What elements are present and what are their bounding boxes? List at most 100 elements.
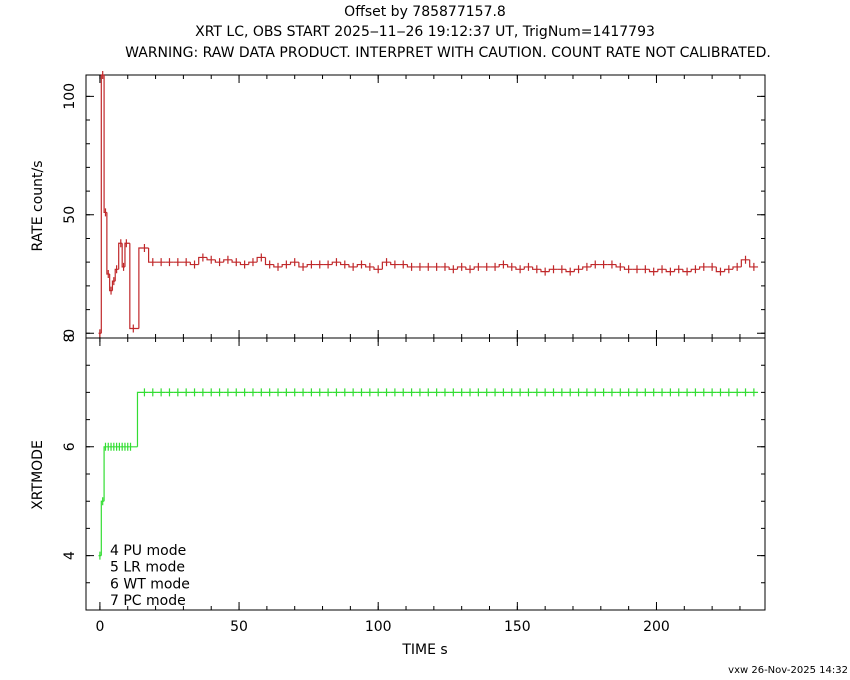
data-point: [691, 388, 700, 397]
data-point: [323, 388, 333, 397]
data-point: [449, 388, 458, 397]
data-point: [490, 262, 500, 271]
data-point: [365, 262, 375, 271]
data-point: [112, 442, 116, 451]
data-point: [399, 260, 408, 269]
data-point: [440, 262, 450, 271]
y-tick-label: 4: [62, 551, 78, 560]
data-point: [615, 262, 625, 271]
data-point: [506, 262, 516, 271]
data-point: [281, 260, 291, 269]
y-tick-label: 0: [62, 329, 78, 338]
data-point: [724, 265, 733, 274]
data-point: [323, 260, 333, 269]
legend-entry: 7 PC mode: [110, 593, 186, 609]
data-point: [641, 265, 650, 274]
data-point: [348, 388, 358, 397]
data-point: [465, 265, 475, 274]
data-point: [515, 265, 525, 274]
data-point: [749, 259, 759, 271]
data-point: [148, 388, 157, 397]
data-point: [582, 262, 592, 271]
data-point: [207, 388, 216, 397]
chart-subtitle: XRT LC, OBS START 2025‒11‒26 19:12:37 UT…: [195, 24, 655, 40]
data-point: [248, 258, 258, 267]
data-point: [156, 388, 166, 397]
data-point: [499, 388, 508, 397]
data-point: [124, 239, 130, 267]
data-point: [390, 388, 400, 397]
plot-frame: [85, 337, 766, 611]
data-point: [732, 262, 742, 271]
data-point: [273, 388, 283, 397]
data-point: [111, 277, 116, 291]
data-point: [591, 388, 600, 397]
legend-entry: 6 WT mode: [110, 576, 190, 592]
data-point: [682, 267, 692, 276]
data-point: [190, 388, 199, 397]
data-point: [549, 388, 558, 397]
data-point: [331, 258, 341, 267]
data-point: [381, 258, 391, 270]
data-point: [532, 265, 541, 274]
x-tick-label: 0: [95, 619, 104, 635]
data-point: [490, 388, 500, 397]
data-point: [239, 260, 249, 269]
data-point: [690, 265, 700, 274]
data-point: [674, 388, 683, 397]
data-point: [214, 258, 224, 267]
data-point: [118, 239, 123, 270]
data-point: [189, 260, 199, 269]
data-point: [716, 388, 725, 397]
data-point: [699, 262, 708, 271]
data-point: [173, 258, 183, 267]
data-point: [724, 388, 733, 397]
plot-frame: [85, 74, 766, 339]
data-point: [607, 388, 617, 397]
data-point: [573, 265, 583, 274]
data-point: [649, 388, 658, 397]
data-point: [624, 388, 633, 397]
data-point: [129, 442, 138, 451]
data-point: [523, 262, 533, 271]
data-point: [373, 265, 383, 274]
data-point: [673, 265, 683, 274]
data-point: [557, 388, 567, 397]
data-point: [599, 260, 608, 269]
data-point: [273, 262, 283, 271]
data-point: [223, 255, 233, 264]
data-point: [231, 258, 241, 267]
data-point: [257, 388, 266, 397]
data-point: [432, 388, 441, 397]
data-point: [103, 75, 107, 217]
data-point: [707, 388, 717, 397]
data-point: [265, 388, 274, 397]
data-point: [473, 262, 483, 271]
y-axis-label: XRTMODE: [30, 440, 46, 510]
data-point: [106, 212, 110, 279]
y-tick-label: 8: [62, 334, 78, 343]
data-point: [138, 243, 149, 329]
chart-title: Offset by 785877157.8: [344, 4, 506, 20]
data-point: [198, 388, 208, 397]
data-point: [474, 388, 483, 397]
data-point: [616, 388, 625, 397]
data-point: [665, 267, 675, 276]
data-point: [557, 265, 567, 274]
data-point: [264, 257, 274, 269]
data-point: [115, 442, 119, 451]
data-point: [365, 388, 375, 397]
data-point: [565, 267, 575, 276]
data-point: [298, 388, 308, 397]
data-point: [121, 243, 125, 271]
data-point: [129, 243, 139, 333]
data-point: [532, 388, 541, 397]
data-point: [657, 265, 667, 274]
data-point: [432, 262, 441, 271]
data-point: [540, 267, 550, 276]
data-point: [498, 260, 508, 269]
data-point: [715, 266, 725, 276]
data-point: [223, 388, 233, 397]
data-point: [407, 388, 416, 397]
